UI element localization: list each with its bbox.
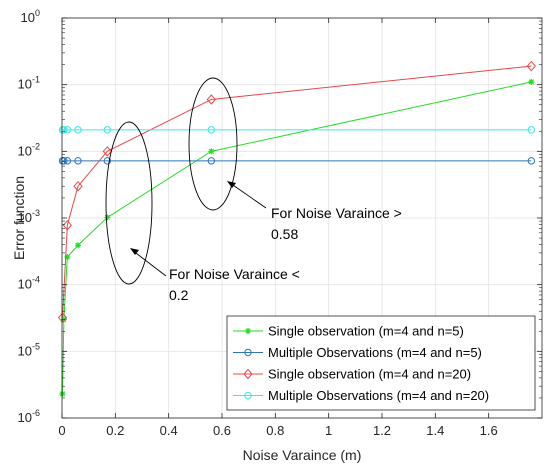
- data-point: [60, 126, 68, 134]
- y-tick-label: 100: [21, 8, 40, 25]
- data-point: [74, 157, 82, 165]
- legend-label: Single observation (m=4 and n=5): [268, 324, 464, 339]
- x-tick-label: 0.4: [160, 423, 178, 438]
- data-point: [206, 94, 217, 105]
- series-4: [58, 126, 536, 134]
- arrow-low-noise-line: [131, 249, 167, 277]
- data-point: [528, 78, 535, 85]
- legend-swatch-marker: [245, 328, 251, 334]
- y-axis-label: Error function: [11, 176, 27, 260]
- data-point: [526, 60, 537, 72]
- data-point: [74, 126, 82, 134]
- x-tick-label: 1.4: [426, 423, 444, 438]
- legend-entry-1: Single observation (m=4 and n=5): [233, 324, 464, 339]
- data-point: [527, 126, 536, 134]
- legend-swatch-marker: [243, 368, 253, 380]
- data-point: [63, 157, 72, 165]
- x-tick-label: 1: [325, 423, 332, 438]
- legend-label: Single observation (m=4 and n=20): [268, 367, 471, 382]
- star-stroke: [75, 242, 81, 248]
- y-tick-labels: 10-6 10-5 10-4 10-3 10-2 10-1 100: [18, 8, 40, 425]
- data-point: [207, 157, 216, 165]
- annotation-high-noise-line2: 0.58: [271, 226, 298, 242]
- annotation-low-noise-line2: 0.2: [169, 287, 189, 303]
- x-axis-label: Noise Varaince (m): [243, 447, 362, 463]
- data-point: [208, 148, 215, 155]
- y-tick-label: 10-2: [18, 141, 40, 158]
- series-2: [58, 157, 536, 165]
- ellipse-high-noise: [188, 77, 238, 211]
- data-point: [527, 157, 536, 165]
- annotation-low-noise-line1: For Noise Varaince <: [169, 266, 300, 282]
- star-stroke: [245, 328, 251, 334]
- annotation-shapes: [105, 77, 267, 285]
- data-point: [207, 126, 216, 134]
- legend-swatch-marker: [244, 348, 252, 357]
- x-tick-labels: 0 0.2 0.4 0.6 0.8 1 1.2 1.4 1.6: [58, 423, 497, 438]
- x-tick-label: 0.2: [106, 423, 124, 438]
- y-tick-label: 10-4: [18, 275, 40, 292]
- data-point: [103, 126, 112, 134]
- legend-label: Multiple Observations (m=4 and n=5): [268, 345, 482, 360]
- data-point: [59, 390, 66, 397]
- star-stroke: [104, 214, 110, 221]
- star-stroke: [59, 391, 66, 397]
- legend-entry-4: Multiple Observations (m=4 and n=20): [233, 388, 489, 403]
- series-line: [62, 65, 532, 318]
- data-point: [57, 312, 68, 323]
- x-tick-label: 0.6: [213, 423, 231, 438]
- legend-entry-2: Multiple Observations (m=4 and n=5): [233, 345, 482, 360]
- y-tick-label: 10-5: [18, 341, 40, 358]
- x-tick-label: 0: [58, 423, 65, 438]
- ellipse-low-noise: [105, 121, 153, 285]
- y-tick-label: 10-1: [18, 75, 40, 92]
- tick-marks: [61, 17, 542, 419]
- data-point: [75, 242, 81, 249]
- star-stroke: [208, 148, 214, 154]
- x-tick-label: 1.2: [373, 423, 391, 438]
- annotation-high-noise-line1: For Noise Varaince >: [271, 205, 402, 221]
- series-lines: [57, 60, 537, 397]
- data-point: [104, 214, 111, 221]
- data-point: [103, 157, 112, 165]
- x-tick-label: 0.8: [266, 423, 284, 438]
- arrow-high-noise-head: [227, 181, 236, 188]
- arrow-low-noise-head: [130, 248, 139, 255]
- legend-label: Multiple Observations (m=4 and n=20): [268, 388, 489, 403]
- data-point: [102, 146, 113, 157]
- y-tick-label: 10-6: [18, 408, 40, 425]
- data-point: [62, 219, 73, 231]
- legend-swatch-marker: [244, 391, 252, 400]
- star-stroke: [528, 79, 534, 85]
- legend: Single observation (m=4 and n=5) Multiple…: [226, 315, 536, 411]
- series-3: [57, 60, 537, 323]
- data-point: [73, 180, 83, 192]
- legend-box: [226, 315, 536, 411]
- legend-entry-3: Single observation (m=4 and n=20): [233, 367, 471, 382]
- y-tick-label: 10-3: [18, 208, 40, 225]
- arrow-high-noise-line: [229, 182, 267, 209]
- x-tick-label: 1.6: [480, 423, 498, 438]
- data-point: [63, 126, 72, 134]
